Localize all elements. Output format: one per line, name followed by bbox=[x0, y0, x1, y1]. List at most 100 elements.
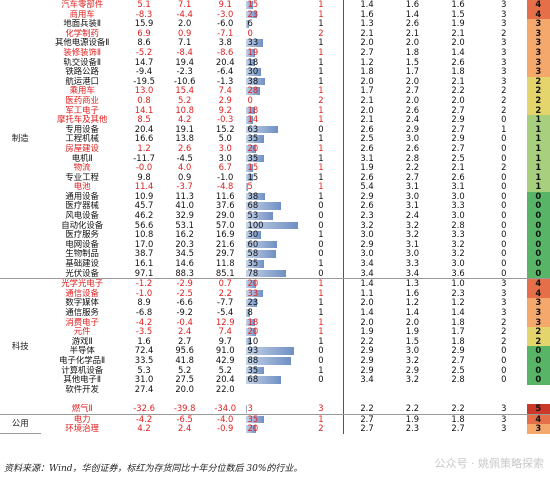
rank-badge: 5 bbox=[526, 403, 550, 415]
rank-badge: 2 bbox=[526, 86, 550, 96]
metric-d: 3 bbox=[501, 9, 507, 19]
industry-name: 通信服务 bbox=[65, 308, 99, 317]
inventory-yoy-3: 12.9 bbox=[215, 317, 235, 327]
metric-a: 2.1 bbox=[343, 28, 390, 39]
metric-b: 1.9 bbox=[405, 414, 420, 424]
metric-d: 2 bbox=[501, 95, 507, 105]
metric-b: 2.2 bbox=[389, 403, 436, 415]
metric-a: 1.4 bbox=[343, 278, 390, 289]
inventory-yoy-3: 29.7 bbox=[215, 249, 235, 259]
rank-badge: 4 bbox=[526, 9, 550, 20]
percentile-cell: 23 bbox=[245, 298, 299, 308]
inventory-yoy-3: 22.0 bbox=[215, 384, 235, 394]
percentile-value: 63 bbox=[247, 124, 259, 134]
percentile-value: 100 bbox=[247, 220, 264, 230]
percentile-bar bbox=[245, 183, 249, 191]
metric-a: 2.1 bbox=[343, 95, 390, 106]
table-row: 生物制品 38.7 34.5 29.7 58 0 3.0 3.0 3.2 0 0 bbox=[0, 249, 550, 260]
inventory-yoy-2: 0.9 bbox=[177, 172, 192, 182]
inventory-yoy-1: -9.4 bbox=[135, 67, 153, 77]
percentile-value: 18 bbox=[247, 105, 259, 115]
industry-name: 电池 bbox=[73, 182, 91, 192]
metric-b: 3.2 bbox=[405, 375, 420, 385]
percentile-value: 8 bbox=[247, 308, 253, 317]
inventory-yoy-3: 15.2 bbox=[215, 124, 235, 134]
percentile-cell: 15 bbox=[245, 173, 299, 183]
score-value: 1 bbox=[318, 76, 324, 86]
inventory-yoy-1: -19.5 bbox=[133, 76, 155, 86]
industry-name: 专业工程 bbox=[65, 172, 99, 182]
metric-c: 1.8 bbox=[451, 414, 465, 424]
percentile-cell: 68 bbox=[245, 201, 299, 211]
metric-b: 3.4 bbox=[389, 268, 436, 280]
inventory-yoy-3: -7.7 bbox=[217, 298, 234, 308]
metric-c: 3.2 bbox=[451, 249, 465, 259]
inventory-yoy-1: 1.6 bbox=[137, 336, 151, 346]
percentile-value: 58 bbox=[247, 249, 259, 259]
metric-b: 2.9 bbox=[405, 365, 420, 375]
inventory-yoy-2: -2.9 bbox=[176, 278, 193, 289]
inventory-yoy-3: -0.9 bbox=[217, 424, 234, 434]
metric-c: 2.8 bbox=[451, 375, 465, 385]
inventory-yoy-3: 37.6 bbox=[215, 201, 235, 211]
inventory-yoy-3: 29.0 bbox=[215, 211, 235, 221]
inventory-yoy-1: 56.6 bbox=[134, 220, 154, 230]
metric-a: 2.2 bbox=[343, 336, 390, 347]
metric-c: 2.7 bbox=[451, 143, 465, 153]
inventory-yoy-2: -0.4 bbox=[176, 317, 193, 327]
percentile-cell: 19 bbox=[245, 48, 299, 58]
percentile-bar bbox=[245, 135, 264, 143]
score-value: 2 bbox=[318, 424, 324, 434]
percentile-bar bbox=[245, 221, 298, 230]
rank-badge: 1 bbox=[526, 172, 550, 183]
inventory-yoy-3: 5.0 bbox=[218, 134, 232, 144]
rank-badge: 0 bbox=[526, 365, 550, 376]
metric-a: 2.2 bbox=[343, 403, 390, 415]
metric-c: 3.0 bbox=[451, 259, 465, 269]
metric-a: 1.8 bbox=[343, 67, 390, 77]
metric-a: 1.6 bbox=[343, 9, 390, 20]
metric-c: 1.9 bbox=[451, 19, 465, 29]
industry-name: 航运港口 bbox=[65, 76, 99, 86]
percentile-cell: 53 bbox=[245, 211, 299, 221]
percentile-bar bbox=[245, 173, 254, 182]
rank-badge: 1 bbox=[526, 143, 550, 154]
percentile-bar bbox=[245, 250, 276, 259]
inventory-yoy-2: -6.5 bbox=[176, 414, 193, 424]
score-value: 2 bbox=[318, 95, 324, 105]
score-value: 1 bbox=[318, 191, 324, 201]
metric-d: 0 bbox=[501, 249, 507, 259]
percentile-value: 30 bbox=[247, 230, 259, 240]
inventory-yoy-3: 3.8 bbox=[218, 38, 232, 48]
metric-d: 2 bbox=[501, 28, 507, 38]
percentile-bar bbox=[245, 1, 254, 9]
rank-badge: 0 bbox=[526, 249, 550, 260]
metric-d: 3 bbox=[501, 278, 507, 289]
metric-c: 2.1 bbox=[451, 163, 465, 173]
metric-d: 0 bbox=[501, 239, 507, 249]
percentile-cell: 8 bbox=[245, 308, 299, 318]
table-row: 铁路公路 -9.4 -2.3 -6.4 30 1 1.8 1.7 1.8 3 3 bbox=[0, 67, 550, 77]
inventory-yoy-3: 9.1 bbox=[218, 0, 232, 9]
percentile-value: 68 bbox=[247, 375, 259, 385]
rank-badge: 3 bbox=[526, 424, 550, 434]
percentile-bar bbox=[245, 404, 248, 413]
inventory-yoy-3: 20.4 bbox=[215, 375, 235, 385]
inventory-yoy-2: -8.4 bbox=[176, 47, 193, 57]
metric-a bbox=[343, 394, 390, 404]
metric-d: 2 bbox=[501, 317, 507, 327]
inventory-yoy-2: 32.9 bbox=[175, 211, 194, 221]
metric-d: 3 bbox=[501, 308, 507, 317]
inventory-yoy-3: -3.0 bbox=[217, 9, 234, 19]
metric-c: 2.7 bbox=[451, 355, 465, 365]
inventory-yoy-1: 6.9 bbox=[137, 28, 151, 38]
table-row: 燃气Ⅱ -32.6 -39.8 -34.0 3 3 2.2 2.2 2.2 3 5 bbox=[0, 403, 550, 415]
industry-name: 电子化学品Ⅱ bbox=[59, 355, 106, 365]
inventory-yoy-3: 85.1 bbox=[204, 268, 246, 280]
metric-a: 1.4 bbox=[343, 308, 390, 318]
metric-d: 3 bbox=[501, 19, 507, 29]
industry-name: 化学制药 bbox=[65, 28, 99, 38]
table-row: 其他电子Ⅱ 31.0 27.5 20.4 68 0 3.4 3.2 2.8 0 0 bbox=[0, 375, 550, 385]
inventory-yoy-3: 2.9 bbox=[218, 95, 232, 105]
metric-b: 2.7 bbox=[405, 172, 420, 182]
